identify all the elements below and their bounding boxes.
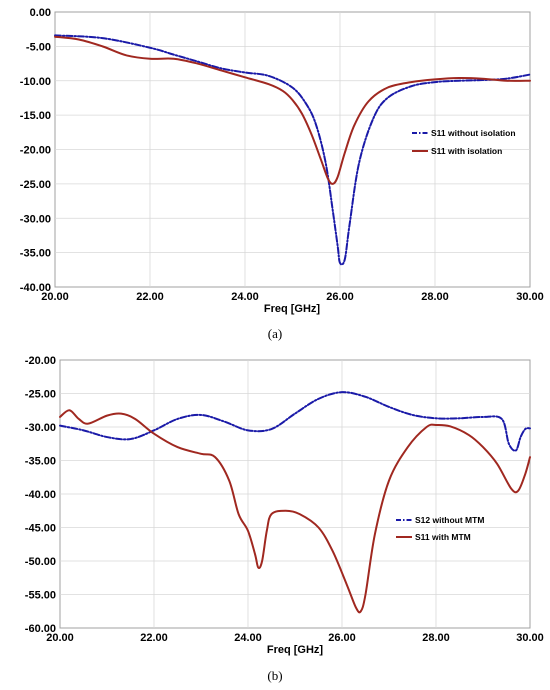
y-tick-label: -25.00 [20,179,51,191]
y-tick-labels-a: 0.00 -5.00 -10.00 -15.00 -20.00 -25.00 -30.00 -… [20,7,51,294]
y-tick-label: -25.00 [25,389,56,401]
y-tick-label: -45.00 [25,523,56,535]
x-tick-labels-a: 20.00 22.00 24.00 26.00 28.00 30.00 [41,291,544,303]
y-tick-label: -60.00 [25,623,56,635]
y-tick-label: -15.00 [20,110,51,122]
x-tick-label: 22.00 [140,632,168,644]
series-line-s11-without-isolation [54,34,531,266]
series-line-s11-with-isolation [54,35,531,185]
y-tick-labels-b: -20.00 -25.00 -30.00 -35.00 -40.00 -45.00 -50.… [25,355,56,635]
y-tick-label: -50.00 [25,556,56,568]
grid-a [55,12,530,287]
legend-label-s11-without-isolation: S11 without isolation [431,128,516,138]
y-tick-label: -20.00 [20,145,51,157]
legend-b: S12 without MTM S11 with MTM [396,515,484,542]
y-tick-label: 0.00 [30,7,51,19]
legend-a: S11 without isolation S11 with isolation [412,128,516,156]
x-tick-label: 28.00 [422,632,450,644]
x-axis-label-b: Freq [GHz] [267,644,324,656]
series-line-s11-with-mtm [59,409,531,614]
y-tick-label: -10.00 [20,76,51,88]
y-tick-label: -30.00 [25,422,56,434]
caption-b: (b) [267,668,282,683]
y-tick-label: -40.00 [20,282,51,294]
chart-b: -20.00 -25.00 -30.00 -35.00 -40.00 -45.00 -50.… [25,355,544,683]
x-axis-label-a: Freq [GHz] [264,303,321,315]
x-tick-label: 20.00 [46,632,74,644]
x-tick-label: 30.00 [516,632,544,644]
y-tick-label: -35.00 [20,248,51,260]
legend-label-s11-with-isolation: S11 with isolation [431,146,502,156]
x-tick-label: 22.00 [136,291,164,303]
x-tick-label: 24.00 [234,632,262,644]
legend-label-s11-with-mtm: S11 with MTM [415,532,471,542]
x-tick-label: 26.00 [328,632,356,644]
y-tick-label: -35.00 [25,456,56,468]
chart-a: 0.00 -5.00 -10.00 -15.00 -20.00 -25.00 -30.00 -… [20,7,544,341]
caption-a: (a) [268,326,282,341]
x-tick-label: 24.00 [231,291,259,303]
x-tick-label: 26.00 [326,291,354,303]
y-tick-label: -5.00 [26,41,51,53]
x-tick-label: 30.00 [516,291,544,303]
series-lines-a [54,34,531,266]
y-tick-label: -55.00 [25,590,56,602]
series-line-s12-without-mtm [59,391,531,452]
x-tick-labels-b: 20.00 22.00 24.00 26.00 28.00 30.00 [46,632,544,644]
y-tick-label: -20.00 [25,355,56,367]
series-lines-b [59,391,531,614]
y-tick-label: -30.00 [20,213,51,225]
grid-b [60,360,530,628]
x-tick-label: 28.00 [421,291,449,303]
legend-label-s12-without-mtm: S12 without MTM [415,515,484,525]
y-tick-label: -40.00 [25,489,56,501]
x-tick-label: 20.00 [41,291,69,303]
